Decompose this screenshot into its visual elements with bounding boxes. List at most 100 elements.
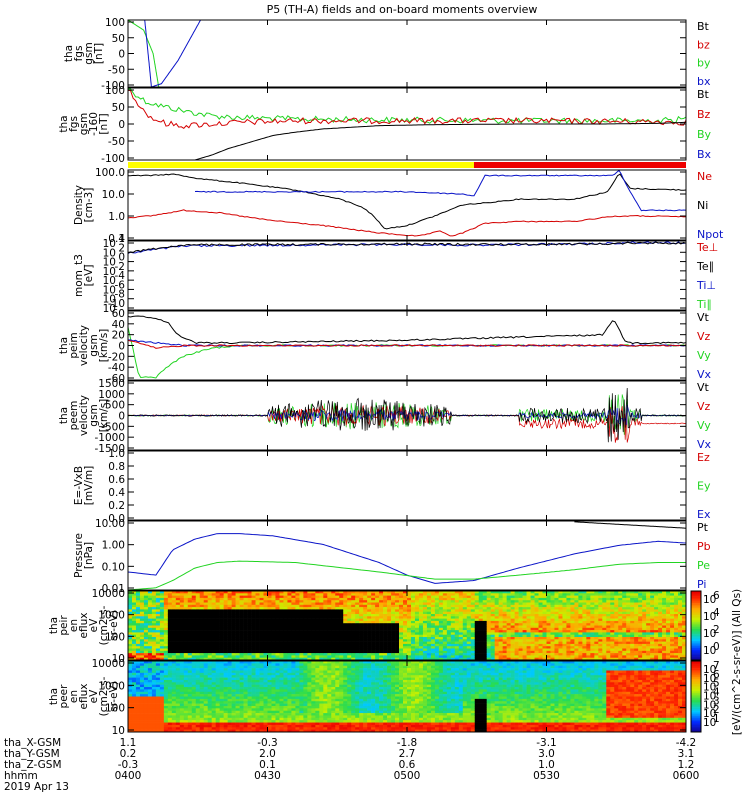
peir-spectrogram-cell xyxy=(379,593,384,596)
peir-spectrogram-cell xyxy=(650,600,655,603)
peir-spectrogram-cell xyxy=(558,648,563,652)
peir-spectrogram-cell xyxy=(295,650,300,654)
peir-spectrogram-cell xyxy=(578,593,583,596)
peir-spectrogram-cell xyxy=(502,657,507,661)
peir-spectrogram-cell xyxy=(215,646,220,649)
peir-spectrogram-cell xyxy=(414,616,420,619)
peir-spectrogram-cell xyxy=(295,625,300,629)
peir-spectrogram-cell xyxy=(670,646,675,649)
peir-spectrogram-cell xyxy=(283,643,288,647)
peir-spectrogram-cell xyxy=(155,634,161,638)
peir-spectrogram-cell xyxy=(291,632,296,635)
peir-spectrogram-cell xyxy=(303,639,308,642)
peir-spectrogram-cell xyxy=(287,607,292,610)
peir-spectrogram-cell xyxy=(339,604,344,608)
peer-spectrogram-cell xyxy=(167,698,173,702)
peir-spectrogram-cell xyxy=(518,643,523,647)
peir-spectrogram-cell xyxy=(367,646,372,649)
peir-spectrogram-cell xyxy=(510,607,515,610)
peir-spectrogram-cell xyxy=(303,614,308,617)
peir-spectrogram-cell xyxy=(494,614,499,617)
peir-spectrogram-cell xyxy=(203,641,209,645)
peir-spectrogram-cell xyxy=(462,618,468,622)
peir-spectrogram-cell xyxy=(598,625,603,629)
peir-spectrogram-cell xyxy=(219,639,224,642)
peir-spectrogram-cell xyxy=(674,604,679,608)
peer-spectrogram-cell xyxy=(147,682,153,685)
peer-spectrogram-cell xyxy=(143,722,149,726)
peir-spectrogram-cell xyxy=(275,657,280,661)
peir-spectrogram-cell xyxy=(626,600,631,603)
peir-spectrogram-cell xyxy=(630,604,635,608)
peir-spectrogram-cell xyxy=(434,623,440,626)
peir-spectrogram-cell xyxy=(562,655,567,658)
peir-spectrogram-cell xyxy=(466,655,472,658)
peir-spectrogram-cell xyxy=(231,637,236,640)
peir-spectrogram-cell xyxy=(674,595,679,599)
peir-spectrogram-cell xyxy=(299,643,304,647)
peir-spectrogram-cell xyxy=(195,625,201,629)
peir-spectrogram-cell xyxy=(530,641,535,645)
peir-spectrogram-cell xyxy=(434,632,440,635)
peir-spectrogram-cell xyxy=(375,600,380,603)
peir-spectrogram-cell xyxy=(438,657,444,661)
peir-spectrogram-cell xyxy=(618,604,623,608)
peir-spectrogram-cell xyxy=(598,627,603,631)
peir-spectrogram-cell xyxy=(171,600,177,603)
peir-spectrogram-cell xyxy=(574,593,579,596)
peir-spectrogram-cell xyxy=(590,655,595,658)
peir-spectrogram-cell xyxy=(363,616,368,619)
peer-spectrogram-cell xyxy=(167,720,173,723)
peer-spectrogram-cell xyxy=(151,691,157,695)
moments-legend-item: Ti⊥ xyxy=(696,279,716,292)
peir-spectrogram-cell xyxy=(151,620,157,624)
peir-spectrogram-cell xyxy=(626,650,631,654)
peir-spectrogram-cell xyxy=(474,657,480,661)
peir-spectrogram-cell xyxy=(562,650,567,654)
peir-spectrogram-cell xyxy=(271,641,276,645)
peir-spectrogram-cell xyxy=(642,639,647,642)
peir-spectrogram-cell xyxy=(191,657,197,661)
peir-spectrogram-cell xyxy=(407,620,412,624)
peir-spectrogram-cell xyxy=(307,609,312,612)
peir-spectrogram-cell xyxy=(271,623,276,626)
peir-spectrogram-cell xyxy=(399,657,404,661)
peir-spectrogram-cell xyxy=(355,637,360,640)
peir-spectrogram-cell xyxy=(135,655,141,658)
peir-spectrogram-cell xyxy=(410,625,416,629)
peir-spectrogram-cell xyxy=(586,597,591,601)
peir-spectrogram-cell xyxy=(379,618,384,622)
peir-spectrogram-cell xyxy=(526,627,531,631)
peir-spectrogram-cell xyxy=(407,646,412,649)
peir-spectrogram-cell xyxy=(307,618,312,622)
peir-spectrogram-cell xyxy=(630,627,635,631)
peir-spectrogram-cell xyxy=(426,618,432,622)
peir-spectrogram-cell xyxy=(387,641,392,645)
peir-spectrogram-cell xyxy=(594,616,599,619)
peir-spectrogram-cell xyxy=(414,641,420,645)
peir-spectrogram-cell xyxy=(662,634,667,638)
peir-spectrogram-cell xyxy=(323,614,328,617)
peir-spectrogram-cell xyxy=(319,625,324,629)
peir-spectrogram-cell xyxy=(670,630,675,633)
peir-spectrogram-cell xyxy=(383,620,388,624)
peer-spectrogram-cell xyxy=(171,672,177,676)
peir-spectrogram-cell xyxy=(179,609,185,612)
peir-spectrogram-cell xyxy=(610,653,615,656)
peir-spectrogram-cell xyxy=(666,653,671,656)
peir-spectrogram-cell xyxy=(315,600,320,603)
peir-spectrogram-cell xyxy=(430,630,436,633)
peir-spectrogram-cell xyxy=(239,604,244,608)
peir-spectrogram-cell xyxy=(267,632,272,635)
peir-spectrogram-cell xyxy=(478,632,484,635)
peir-spectrogram-cell xyxy=(139,648,145,652)
peir-spectrogram-cell xyxy=(542,609,547,612)
peir-spectrogram-cell xyxy=(235,646,240,649)
peir-spectrogram-cell xyxy=(143,648,149,652)
peir-spectrogram-cell xyxy=(682,609,687,612)
peir-spectrogram-cell xyxy=(630,602,635,606)
peir-spectrogram-cell xyxy=(395,593,400,596)
peir-spectrogram-cell xyxy=(470,630,476,633)
peir-spectrogram-cell xyxy=(466,641,472,645)
peer-spectrogram-cell xyxy=(135,687,141,690)
